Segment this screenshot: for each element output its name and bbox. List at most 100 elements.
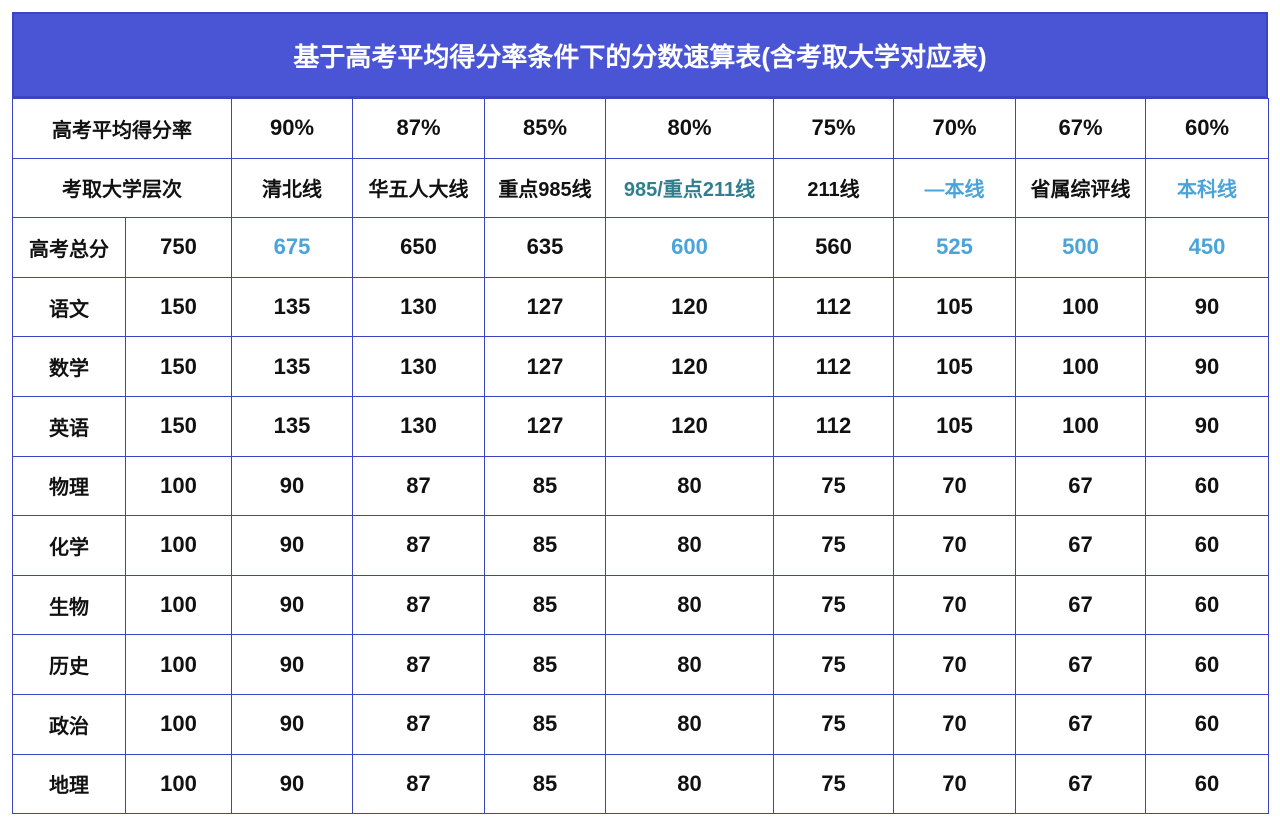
score-cell: 67 — [1015, 693, 1146, 755]
score-cell: 87 — [352, 515, 485, 576]
score-cell: 130 — [352, 395, 485, 457]
score-cell: 127 — [484, 336, 606, 397]
level-cell: 清北线 — [231, 157, 353, 219]
score-cell: 105 — [893, 395, 1016, 457]
score-cell: 100 — [1015, 395, 1146, 457]
score-cell: 135 — [231, 336, 353, 397]
score-cell: 87 — [352, 634, 485, 695]
score-cell: 675 — [231, 217, 353, 278]
score-cell: 500 — [1015, 217, 1146, 278]
score-cell: 87 — [352, 753, 485, 815]
full-score-cell: 100 — [125, 455, 232, 517]
level-cell: 华五人大线 — [352, 157, 485, 219]
rate-cell: 67% — [1015, 98, 1146, 159]
level-cell: —本线 — [893, 157, 1016, 219]
score-cell: 105 — [893, 336, 1016, 397]
score-cell: 75 — [773, 634, 894, 695]
score-cell: 635 — [484, 217, 606, 278]
score-cell: 75 — [773, 455, 894, 517]
score-cell: 85 — [484, 693, 606, 755]
score-cell: 600 — [605, 217, 774, 278]
score-cell: 112 — [773, 336, 894, 397]
full-score-cell: 100 — [125, 515, 232, 576]
table-row: 高考总分 750 675 650 635 600 560 525 500 450 — [12, 217, 1269, 278]
score-cell: 80 — [605, 455, 774, 517]
score-cell: 130 — [352, 276, 485, 338]
rate-cell: 85% — [484, 98, 606, 159]
score-cell: 60 — [1145, 515, 1269, 576]
score-cell: 560 — [773, 217, 894, 278]
table-row: 数学 150 135 130 127 120 112 105 100 90 — [12, 336, 1269, 397]
score-cell: 75 — [773, 574, 894, 636]
score-cell: 80 — [605, 574, 774, 636]
subject-cell: 历史 — [12, 634, 126, 695]
score-cell: 87 — [352, 693, 485, 755]
level-cell: 211线 — [773, 157, 894, 219]
level-cell: 重点985线 — [484, 157, 606, 219]
rate-row-label: 高考平均得分率 — [12, 98, 232, 159]
score-cell: 135 — [231, 395, 353, 457]
score-cell: 80 — [605, 515, 774, 576]
score-cell: 60 — [1145, 455, 1269, 517]
subject-cell: 数学 — [12, 336, 126, 397]
score-cell: 75 — [773, 693, 894, 755]
full-score-cell: 100 — [125, 574, 232, 636]
subject-cell: 生物 — [12, 574, 126, 636]
score-cell: 85 — [484, 515, 606, 576]
score-cell: 90 — [1145, 276, 1269, 338]
score-cell: 100 — [1015, 276, 1146, 338]
rate-cell: 90% — [231, 98, 353, 159]
score-cell: 90 — [231, 753, 353, 815]
score-cell: 127 — [484, 395, 606, 457]
rate-cell: 87% — [352, 98, 485, 159]
full-score-cell: 150 — [125, 276, 232, 338]
score-cell: 87 — [352, 455, 485, 517]
subject-cell: 英语 — [12, 395, 126, 457]
score-table: 高考平均得分率 90% 87% 85% 80% 75% 70% 67% 60% 考取大学层次 清北线… — [12, 98, 1269, 815]
table-row: 地理 100 90 87 85 80 75 70 67 60 — [12, 753, 1269, 815]
score-cell: 90 — [1145, 336, 1269, 397]
subject-cell: 高考总分 — [12, 217, 126, 278]
score-cell: 85 — [484, 753, 606, 815]
level-cell: 本科线 — [1145, 157, 1269, 219]
score-cell: 70 — [893, 753, 1016, 815]
score-cell: 130 — [352, 336, 485, 397]
score-cell: 85 — [484, 574, 606, 636]
subject-cell: 化学 — [12, 515, 126, 576]
score-cell: 85 — [484, 634, 606, 695]
score-cell: 70 — [893, 574, 1016, 636]
score-cell: 67 — [1015, 515, 1146, 576]
full-score-cell: 100 — [125, 753, 232, 815]
score-cell: 90 — [231, 574, 353, 636]
level-row-label: 考取大学层次 — [12, 157, 232, 219]
table-row: 政治 100 90 87 85 80 75 70 67 60 — [12, 693, 1269, 755]
subject-cell: 地理 — [12, 753, 126, 815]
subject-cell: 政治 — [12, 693, 126, 755]
score-cell: 60 — [1145, 693, 1269, 755]
full-score-cell: 100 — [125, 634, 232, 695]
table-row: 语文 150 135 130 127 120 112 105 100 90 — [12, 276, 1269, 338]
score-cell: 67 — [1015, 753, 1146, 815]
table-row: 物理 100 90 87 85 80 75 70 67 60 — [12, 455, 1269, 517]
table-row: 生物 100 90 87 85 80 75 70 67 60 — [12, 574, 1269, 636]
score-cell: 112 — [773, 276, 894, 338]
score-table-container: 基于高考平均得分率条件下的分数速算表(含考取大学对应表) 高考平均得分率 90% 8… — [12, 12, 1269, 815]
score-cell: 70 — [893, 634, 1016, 695]
full-score-cell: 150 — [125, 395, 232, 457]
score-cell: 67 — [1015, 634, 1146, 695]
rate-cell: 70% — [893, 98, 1016, 159]
score-cell: 80 — [605, 634, 774, 695]
level-row: 考取大学层次 清北线 华五人大线 重点985线 985/重点211线 211线 —本线 省属综… — [12, 157, 1269, 219]
score-cell: 127 — [484, 276, 606, 338]
score-cell: 650 — [352, 217, 485, 278]
score-cell: 80 — [605, 693, 774, 755]
score-cell: 90 — [231, 515, 353, 576]
score-cell: 70 — [893, 693, 1016, 755]
table-row: 历史 100 90 87 85 80 75 70 67 60 — [12, 634, 1269, 695]
score-cell: 120 — [605, 336, 774, 397]
score-cell: 85 — [484, 455, 606, 517]
score-cell: 450 — [1145, 217, 1269, 278]
score-cell: 100 — [1015, 336, 1146, 397]
score-cell: 120 — [605, 395, 774, 457]
score-cell: 60 — [1145, 753, 1269, 815]
